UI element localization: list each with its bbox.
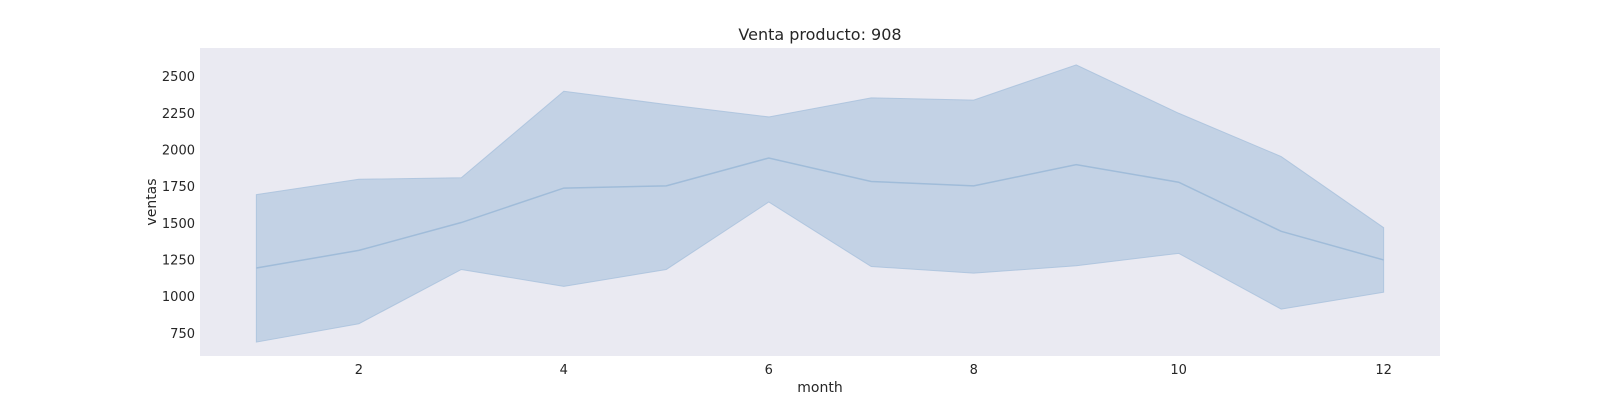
y-tick-label: 1000 bbox=[162, 290, 195, 305]
confidence-band-layer bbox=[255, 64, 1385, 343]
y-tick-label: 1250 bbox=[162, 253, 195, 268]
y-tick-label: 2250 bbox=[162, 107, 195, 122]
y-axis-ticks: 750 1000 1250 1500 1750 2000 2250 2500 bbox=[162, 70, 195, 342]
y-tick-label: 1500 bbox=[162, 217, 195, 232]
x-tick-label: 8 bbox=[970, 363, 978, 378]
y-axis-label: ventas bbox=[144, 178, 160, 225]
confidence-band bbox=[255, 64, 1385, 343]
x-tick-label: 4 bbox=[560, 363, 568, 378]
x-tick-label: 6 bbox=[765, 363, 773, 378]
line-layer bbox=[256, 157, 1384, 269]
mean-line bbox=[256, 157, 1384, 269]
y-tick-label: 2000 bbox=[162, 143, 195, 158]
x-tick-label: 12 bbox=[1375, 363, 1392, 378]
x-axis-label: month bbox=[797, 380, 842, 396]
y-tick-label: 1750 bbox=[162, 180, 195, 195]
x-tick-label: 2 bbox=[355, 363, 363, 378]
x-tick-label: 10 bbox=[1170, 363, 1187, 378]
x-axis-ticks: 2 4 6 8 10 12 bbox=[355, 363, 1392, 378]
chart-title: Venta producto: 908 bbox=[738, 25, 901, 44]
y-tick-label: 750 bbox=[170, 327, 195, 342]
y-tick-label: 2500 bbox=[162, 70, 195, 85]
